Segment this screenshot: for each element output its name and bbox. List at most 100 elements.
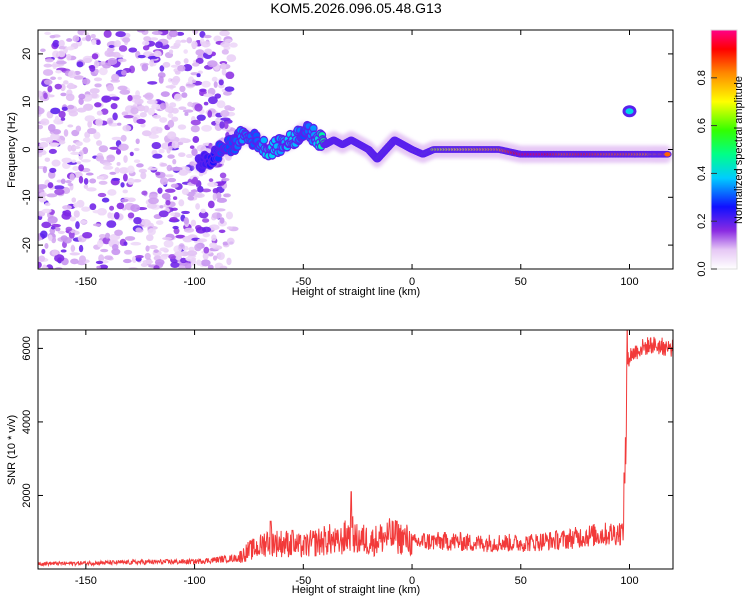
snr-y-axis-label: SNR (10 * v/v) <box>6 415 18 485</box>
noise-speckle <box>43 79 53 85</box>
noise-speckle <box>104 232 111 239</box>
noise-speckle <box>208 178 214 182</box>
colorbar-tick-label: 0.2 <box>696 214 708 229</box>
noise-speckle <box>194 193 205 198</box>
noise-speckle <box>47 182 54 189</box>
noise-speckle <box>168 254 177 260</box>
noise-speckle <box>136 118 146 125</box>
snr-frame <box>37 329 674 570</box>
noise-speckle <box>146 234 154 242</box>
noise-speckle <box>178 170 189 176</box>
noise-speckle <box>225 211 234 220</box>
snr-panel: -150 -100 -50 0 50 100 2000 4000 6000 Height of … <box>6 329 674 596</box>
noise-speckle <box>97 239 104 248</box>
noise-speckle <box>126 165 135 174</box>
noise-speckle <box>218 229 226 234</box>
noise-speckle <box>212 192 217 201</box>
noise-speckle <box>173 196 178 200</box>
noise-speckle <box>44 243 49 249</box>
noise-speckle <box>160 91 170 97</box>
noise-speckle <box>60 178 66 185</box>
noise-speckle <box>192 30 199 35</box>
noise-speckle <box>66 53 72 61</box>
noise-speckle <box>110 103 118 110</box>
noise-speckle <box>190 189 199 193</box>
noise-speckle <box>111 177 121 181</box>
noise-speckle <box>178 152 186 158</box>
noise-speckle <box>226 226 233 230</box>
noise-speckle <box>40 197 47 203</box>
noise-speckle <box>164 107 173 113</box>
noise-speckle <box>94 68 99 74</box>
noise-speckle <box>54 83 62 90</box>
noise-speckle <box>43 63 53 68</box>
noise-speckle <box>104 255 113 260</box>
noise-speckle <box>132 179 142 183</box>
noise-speckle <box>41 208 52 214</box>
noise-speckle <box>127 212 135 219</box>
noise-speckle <box>178 199 185 207</box>
noise-speckle <box>100 248 109 253</box>
noise-speckle <box>181 210 190 215</box>
noise-speckle <box>38 261 42 269</box>
noise-speckle <box>67 144 73 152</box>
noise-speckle <box>40 230 48 239</box>
noise-speckle <box>76 61 84 68</box>
spectrogram-y-tick-label: -10 <box>21 189 33 205</box>
noise-speckle <box>98 180 108 185</box>
noise-speckle <box>226 54 237 63</box>
noise-speckle <box>40 48 46 53</box>
noise-speckle <box>63 129 69 137</box>
noise-speckle <box>97 176 105 180</box>
snr-y-tick-label: 4000 <box>21 410 33 434</box>
noise-speckle <box>189 145 195 150</box>
noise-speckle <box>159 117 168 123</box>
noise-speckle <box>197 185 204 193</box>
noise-speckle <box>141 130 152 137</box>
noise-speckle <box>85 172 94 176</box>
noise-speckle <box>158 148 165 154</box>
noise-speckle <box>91 39 97 46</box>
snr-y-tick-label: 6000 <box>21 336 33 360</box>
noise-speckle <box>111 136 122 141</box>
noise-speckle <box>60 117 66 121</box>
noise-speckle <box>167 119 175 128</box>
noise-speckle <box>91 53 99 60</box>
noise-speckle <box>191 148 198 157</box>
noise-speckle <box>124 236 136 241</box>
noise-speckle <box>221 68 227 76</box>
noise-speckle <box>123 249 133 255</box>
noise-speckle <box>182 64 193 72</box>
noise-speckle <box>202 252 209 260</box>
noise-speckle <box>93 131 101 140</box>
noise-speckle <box>218 79 224 86</box>
noise-speckle <box>123 155 128 163</box>
noise-speckle <box>167 177 177 183</box>
noise-speckle <box>225 71 235 80</box>
noise-speckle <box>78 164 84 172</box>
snr-x-tick-label: -100 <box>184 575 206 587</box>
noise-speckle <box>212 187 219 194</box>
noise-speckle <box>160 256 168 260</box>
noise-speckle <box>190 125 200 133</box>
noise-speckle <box>147 107 156 116</box>
noise-speckle <box>114 229 123 236</box>
noise-speckle <box>219 30 230 37</box>
noise-speckle <box>179 137 188 143</box>
noise-speckle <box>55 69 62 74</box>
noise-speckle <box>219 217 225 224</box>
colorbar-ticks: 0.0 0.2 0.4 0.6 0.8 <box>696 29 738 277</box>
noise-speckle <box>190 219 197 227</box>
noise-speckle <box>169 167 180 171</box>
noise-speckle <box>109 96 120 101</box>
noise-speckles <box>38 30 239 269</box>
spectrogram-y-tick-label: -20 <box>21 237 33 253</box>
noise-speckle <box>89 65 96 72</box>
noise-speckle <box>42 69 54 76</box>
noise-speckle <box>71 197 77 203</box>
noise-speckle <box>148 244 158 250</box>
noise-speckle <box>148 134 159 139</box>
noise-speckle <box>224 193 231 198</box>
noise-speckle <box>127 94 133 102</box>
